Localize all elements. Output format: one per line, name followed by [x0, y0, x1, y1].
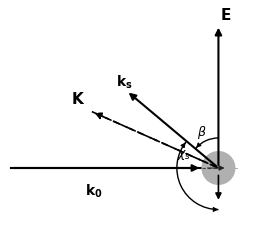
Text: $\mathbf{k_0}$: $\mathbf{k_0}$	[85, 182, 103, 200]
Text: $\mathbf{K}$: $\mathbf{K}$	[71, 91, 85, 107]
Circle shape	[202, 152, 235, 184]
Text: $\beta$: $\beta$	[197, 124, 207, 141]
Text: E: E	[220, 8, 231, 23]
Text: $\chi_s$: $\chi_s$	[177, 148, 191, 162]
Text: $\mathbf{k_s}$: $\mathbf{k_s}$	[116, 74, 132, 92]
